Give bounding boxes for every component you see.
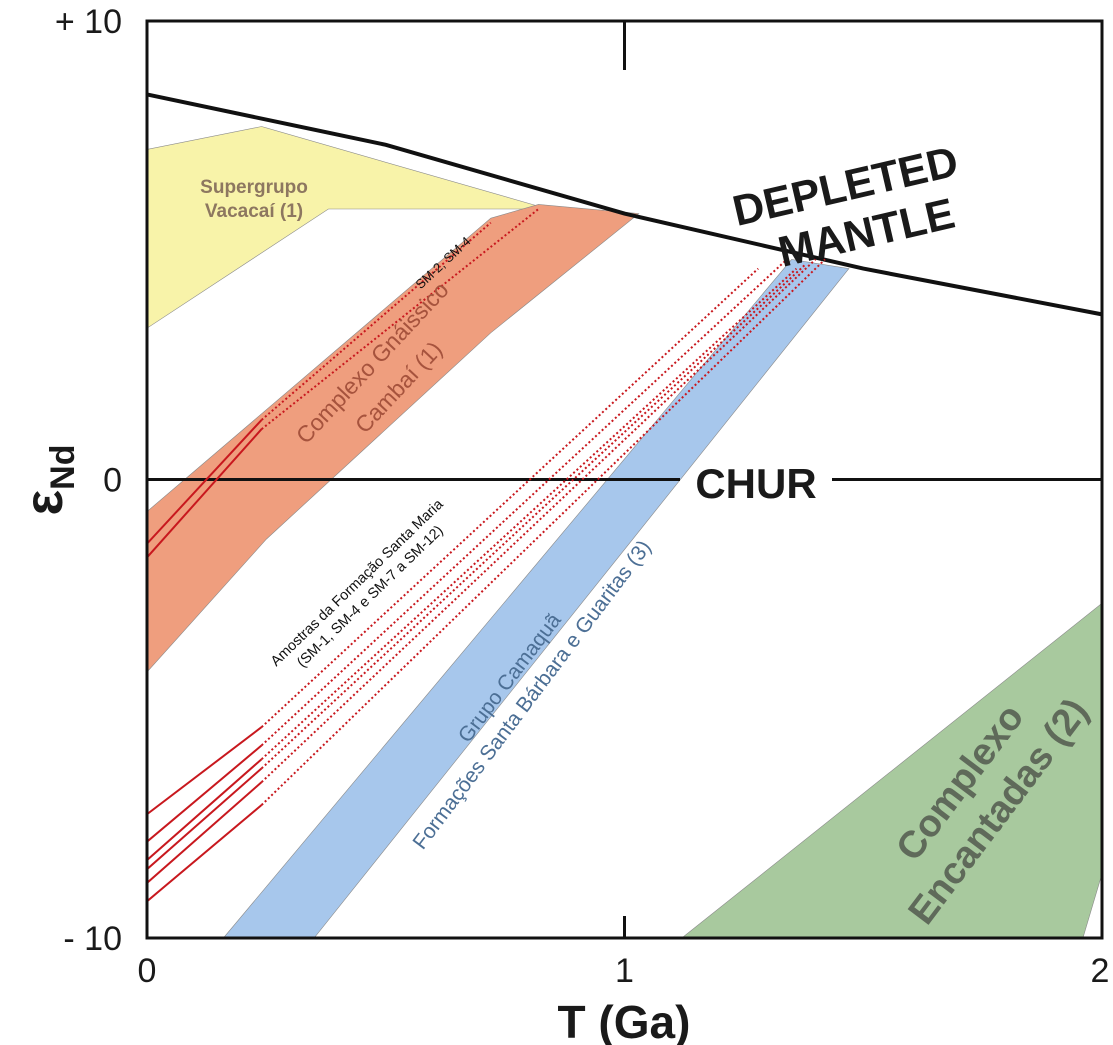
sample-line-solid-3 [147, 726, 263, 815]
sample-line-solid-5 [147, 758, 263, 861]
sample-line-solid-7 [147, 781, 263, 884]
sample-line-dotted-3 [260, 267, 759, 728]
y-tick-label: - 10 [63, 920, 122, 958]
x-axis-title: T (Ga) [558, 996, 691, 1045]
sample-line-solid-2 [147, 428, 263, 559]
supergrupo-vacacai-label: Supergrupo Vacacaí (1) [200, 177, 308, 222]
y-tick-label: + 10 [55, 3, 122, 41]
y-axis-title: εNd [14, 445, 82, 516]
y-tick-label: 0 [103, 462, 122, 500]
sample-line-solid-6 [147, 767, 263, 870]
x-tick-label: 0 [138, 952, 157, 990]
reference-lines-layer [146, 92, 1103, 481]
sample-line-dotted-2 [260, 208, 540, 430]
sample-line-solid-4 [147, 744, 263, 843]
sample-line-dotted-7 [260, 258, 817, 783]
supergrupo-vacacai-label-line: Vacacaí (1) [205, 201, 303, 222]
y-axis-subscript: Nd [44, 445, 82, 490]
supergrupo-vacacai-region [147, 126, 549, 329]
santa-maria-label: Amostras da Formação Santa Maria(SM-1, S… [268, 496, 447, 671]
x-tick-label: 2 [1091, 952, 1110, 990]
plot-frame [145, 19, 1104, 940]
grupo-camaqua-region [223, 259, 850, 938]
sample-line-solid-8 [147, 804, 263, 903]
sample-line-solid-1 [147, 419, 263, 545]
sample-line-dotted-8 [260, 258, 826, 806]
chur-label: CHUR [695, 460, 816, 507]
sample-lines-layer [147, 208, 826, 903]
santa-maria-label-line: Amostras da Formação Santa Maria [268, 496, 447, 670]
sample-line-dotted-1 [260, 221, 492, 421]
sample-line-dotted-5 [260, 267, 798, 760]
complexo-encantadas-region [681, 602, 1102, 938]
y-axis-symbol: ε [14, 490, 74, 516]
x-tick-label: 1 [615, 952, 634, 990]
supergrupo-vacacai-label-line: Supergrupo [200, 177, 308, 198]
depleted-mantle-curve [146, 92, 1103, 317]
sample-line-dotted-6 [260, 263, 807, 770]
